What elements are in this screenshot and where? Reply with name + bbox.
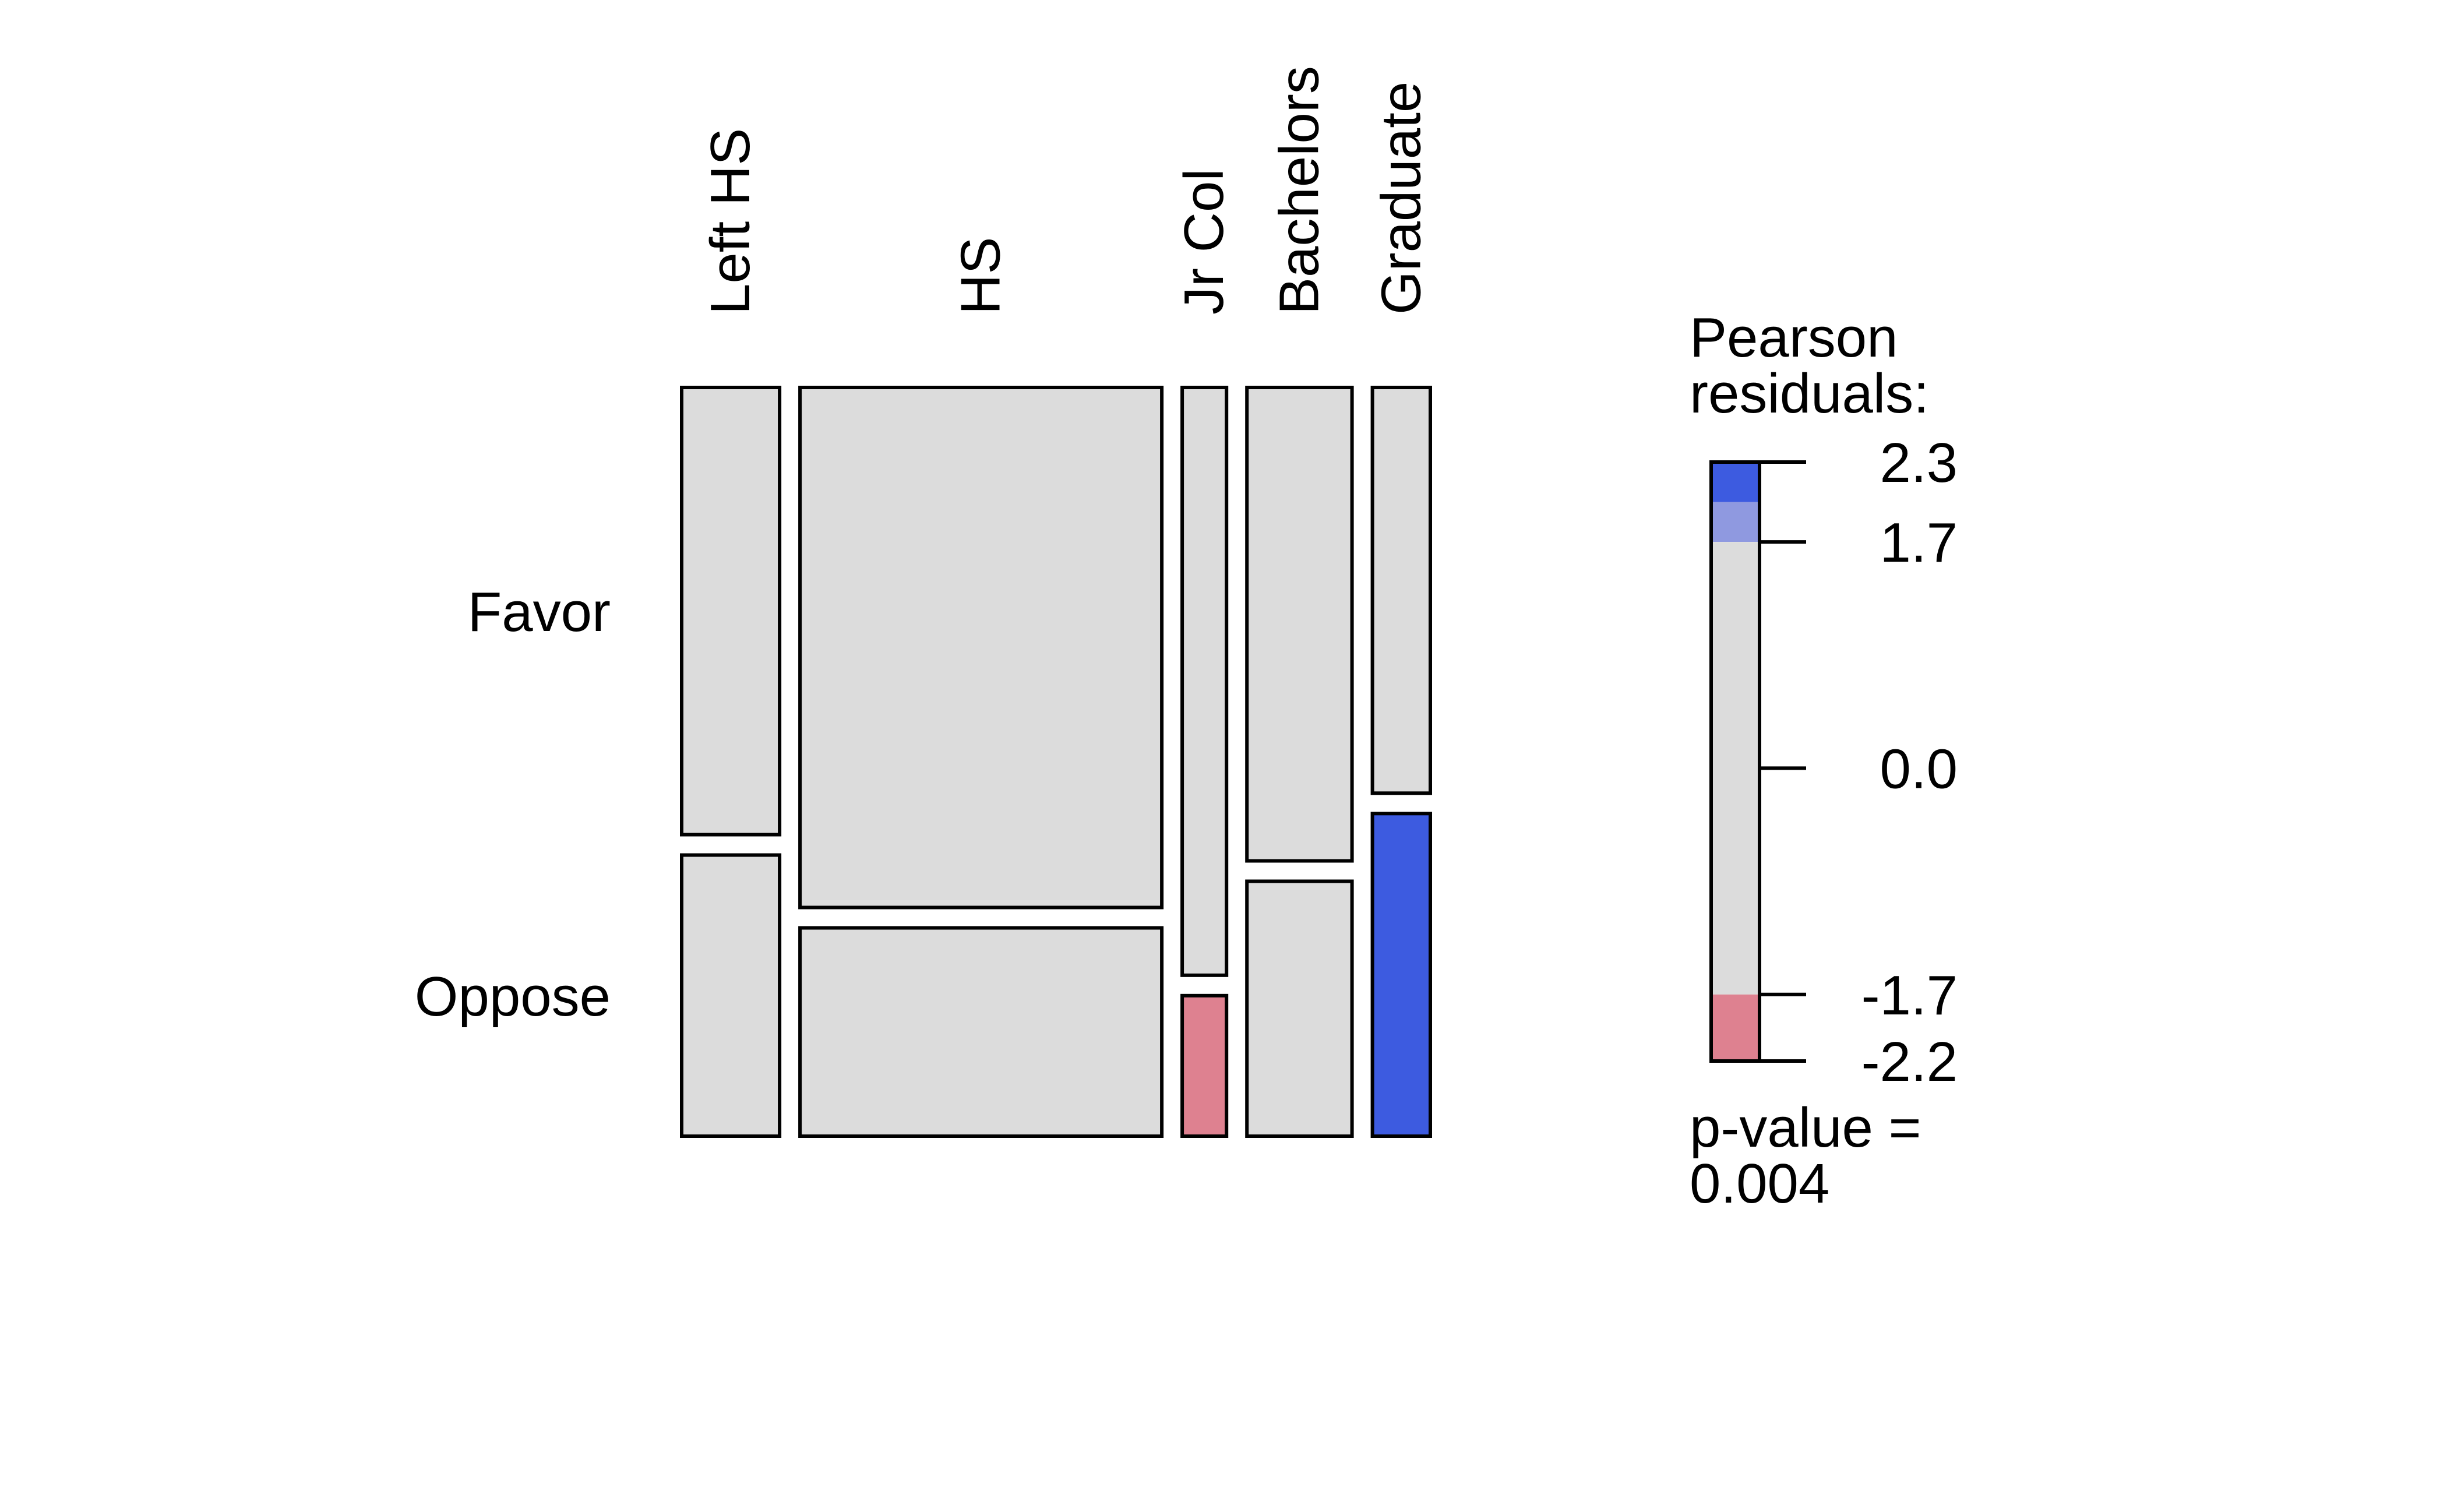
- column-label-jr-col: Jr Col: [1173, 168, 1235, 315]
- legend-frame: [1709, 460, 1761, 1063]
- cell-jr-col-favor: [1180, 386, 1229, 977]
- legend-tick-label: 1.7: [1880, 512, 1958, 574]
- cell-hs-favor: [798, 386, 1164, 910]
- cell-left-hs-oppose: [680, 853, 782, 1138]
- legend-band-0: [1711, 462, 1760, 502]
- cell-bachelors-favor: [1245, 386, 1354, 863]
- column-label-hs: HS: [950, 237, 1012, 315]
- legend-band-2: [1711, 542, 1760, 995]
- cell-graduate-favor: [1370, 386, 1433, 795]
- row-label-favor: Favor: [468, 581, 611, 643]
- legend-band-1: [1711, 502, 1760, 542]
- legend-tick-label: 2.3: [1880, 432, 1958, 494]
- legend-title-line2: residuals:: [1690, 362, 1929, 425]
- legend-ticks: 2.3 1.7 0.0 -1.7-2.2: [1760, 432, 1958, 1093]
- column-labels: Left HS HS Jr Col Bachelors Graduate: [699, 66, 1432, 315]
- row-labels: Favor Oppose: [415, 581, 611, 1028]
- column-label-bachelors: Bachelors: [1268, 66, 1330, 315]
- legend-tick-label: -2.2: [1861, 1031, 1958, 1093]
- legend-title-line1: Pearson: [1690, 306, 1898, 369]
- residual-legend: Pearson residuals: 2.3 1.7 0.0 -1.7-2.2 p-v…: [1690, 306, 1958, 1215]
- legend-color-bands: [1711, 462, 1760, 1061]
- legend-tick-label: -1.7: [1861, 964, 1958, 1027]
- pvalue-value: 0.004: [1690, 1152, 1829, 1215]
- column-label-left-hs: Left HS: [699, 128, 761, 315]
- pvalue-label: p-value =: [1690, 1097, 1921, 1159]
- cell-jr-col-oppose: [1180, 993, 1229, 1139]
- cell-graduate-oppose: [1370, 812, 1433, 1139]
- cell-bachelors-oppose: [1245, 879, 1354, 1138]
- cell-left-hs-favor: [680, 386, 782, 837]
- mosaic-cells: [680, 386, 1433, 1139]
- row-label-oppose: Oppose: [415, 965, 611, 1028]
- legend-band-3: [1711, 994, 1760, 1061]
- legend-tick-label: 0.0: [1880, 738, 1958, 800]
- cell-hs-oppose: [798, 926, 1164, 1138]
- column-label-graduate: Graduate: [1370, 82, 1432, 315]
